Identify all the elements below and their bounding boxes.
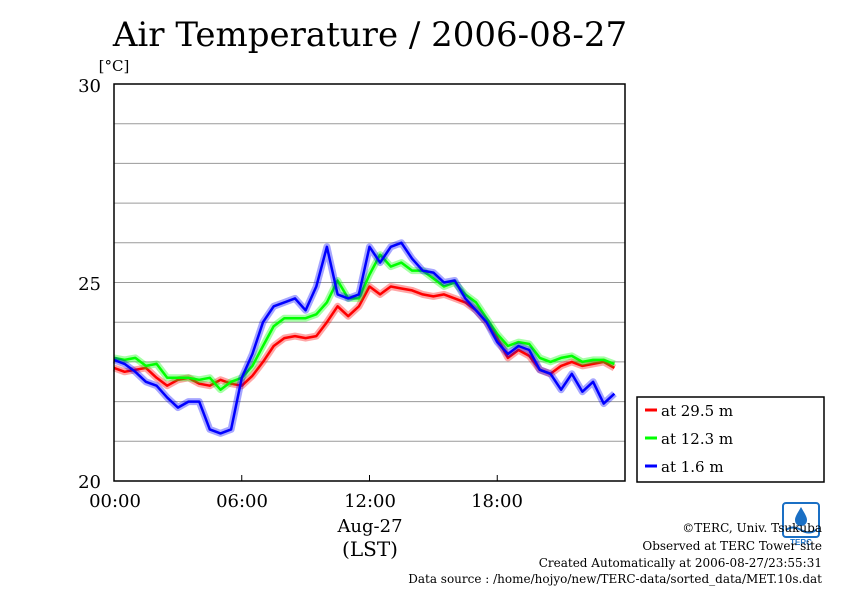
x-tick-label: 12:00 [344,491,396,512]
x-tick-label: 00:00 [89,491,141,512]
y-axis-label: [°C] [99,57,130,75]
x-axis-date: Aug-27 [336,516,402,537]
gridlines [113,123,626,481]
copyright-text: ©TERC, Univ. Tsukuba [682,521,822,535]
source-text: Data source : /home/hojyo/new/TERC-data/… [408,572,822,586]
x-axis-unit: (LST) [342,537,398,561]
chart-title: Air Temperature / 2006-08-27 [112,15,627,55]
series-line [113,285,616,387]
logo-frame [782,502,820,538]
y-tick-label: 30 [78,76,101,97]
plot-frame [113,83,626,482]
logo-text: TERC [790,538,812,547]
legend-box [636,396,825,483]
terc-logo: TERC [782,502,820,547]
series-line [113,241,616,435]
x-tick-label: 06:00 [216,491,268,512]
created-text: Created Automatically at 2006-08-27/23:5… [539,556,822,570]
y-tick-label: 25 [78,274,101,295]
legend-label: at 1.6 m [661,458,724,476]
logo-drop-icon [795,507,807,526]
legend-label: at 29.5 m [661,402,733,420]
y-tick-label: 20 [78,472,101,493]
logo-wave-icon [785,526,817,534]
series-line [113,253,615,391]
series-lines [112,239,617,437]
legend: at 29.5 m at 12.3 m at 1.6 m [636,396,825,483]
legend-label: at 12.3 m [661,430,733,448]
site-text: Observed at TERC Tower site [642,539,822,553]
x-tick-label: 18:00 [471,491,523,512]
